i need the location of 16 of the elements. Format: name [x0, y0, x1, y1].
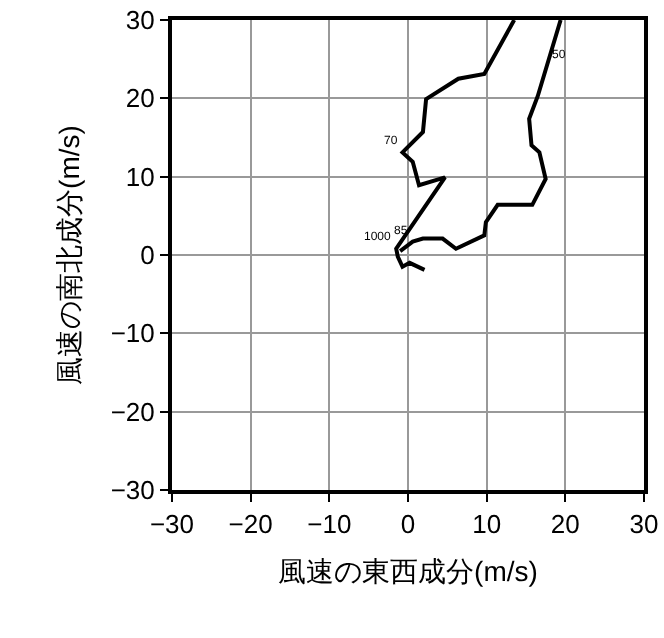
- y-tick-label: −30: [110, 475, 155, 506]
- x-tick-label: −30: [149, 509, 195, 540]
- x-tick-label: −20: [228, 509, 273, 540]
- x-tick-label: 0: [400, 509, 416, 540]
- y-tick-label: −10: [110, 318, 155, 349]
- x-axis-title: 風速の東西成分(m/s): [278, 554, 538, 587]
- y-tick-label: 20: [125, 83, 155, 114]
- y-axis-title: 風速の南北成分(m/s): [52, 125, 85, 385]
- x-tick-label: 20: [550, 509, 580, 540]
- x-tick-label: −10: [307, 509, 352, 540]
- y-tick-label: −20: [110, 396, 155, 427]
- y-tick-label: 0: [140, 240, 155, 271]
- x-tick-label: 10: [472, 509, 502, 540]
- x-tick-label: 30: [629, 509, 659, 540]
- y-tick-label: 10: [125, 161, 155, 192]
- y-tick-label: 30: [125, 5, 155, 36]
